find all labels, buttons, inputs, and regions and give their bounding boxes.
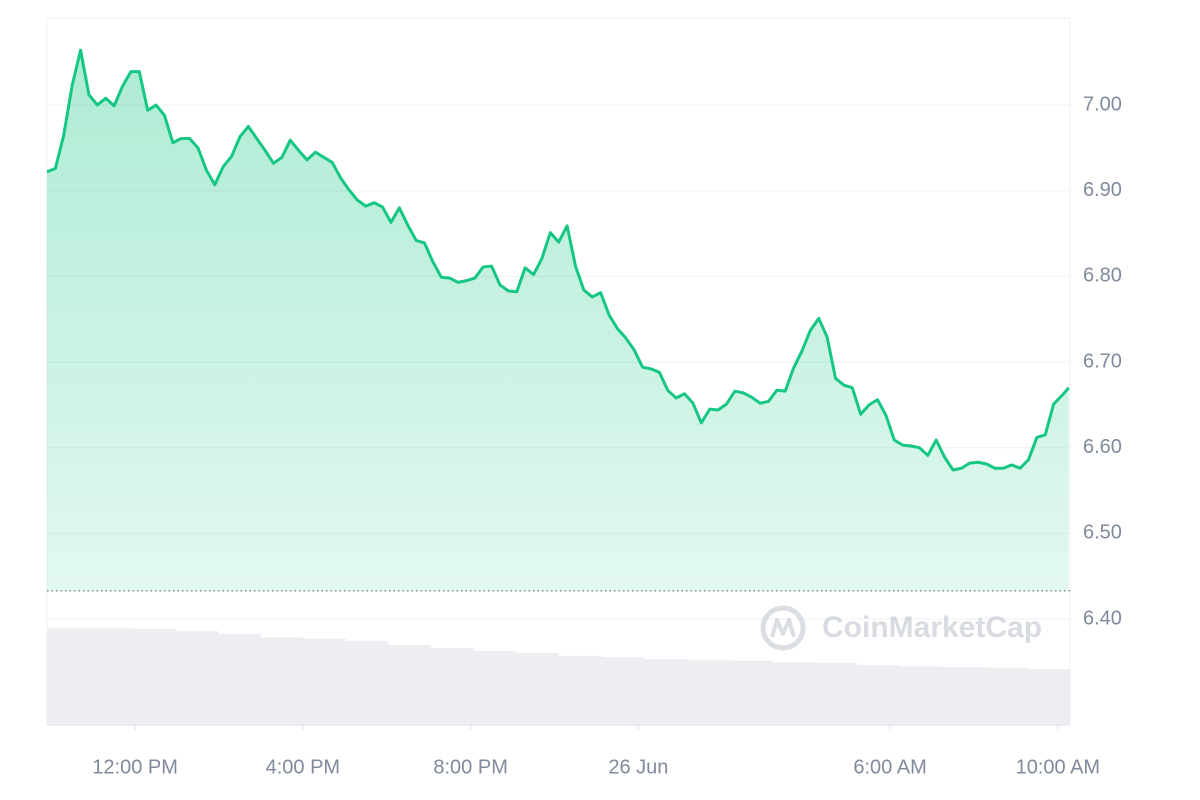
x-tick-label: 4:00 PM xyxy=(266,756,340,778)
volume-bar xyxy=(473,650,517,725)
watermark: CoinMarketCap xyxy=(822,611,1042,644)
y-tick-label: 6.60 xyxy=(1083,436,1122,458)
volume-bar xyxy=(388,645,432,725)
x-tick-label: 6:00 AM xyxy=(853,756,926,778)
volume-bar xyxy=(132,628,176,725)
series-layer xyxy=(46,48,1070,592)
volume-bar xyxy=(302,638,346,725)
volume-bar xyxy=(856,664,900,725)
volume-bar xyxy=(984,667,1028,725)
volume-bar xyxy=(430,647,474,725)
x-tick-label: 12:00 PM xyxy=(92,756,178,778)
y-tick-label: 6.40 xyxy=(1083,607,1122,629)
area-fill xyxy=(47,50,1069,591)
y-tick-label: 6.80 xyxy=(1083,265,1122,287)
volume-bar xyxy=(771,662,815,725)
volume-bar xyxy=(47,628,91,725)
volume-bar xyxy=(217,633,261,725)
x-tick-label: 10:00 AM xyxy=(1016,756,1101,778)
volume-layer xyxy=(47,628,1071,725)
volume-bar xyxy=(899,666,943,725)
price-line xyxy=(46,48,1070,472)
x-tick-label: 8:00 PM xyxy=(433,756,507,778)
y-tick-label: 7.00 xyxy=(1083,93,1122,115)
volume-bar xyxy=(345,640,389,725)
volume-bar xyxy=(260,637,304,725)
volume-bar xyxy=(89,628,133,725)
volume-bar xyxy=(515,652,559,725)
watermark-logo xyxy=(760,605,806,651)
volume-bar xyxy=(1027,669,1071,725)
volume-bar xyxy=(601,657,645,725)
volume-bar xyxy=(814,662,858,725)
volume-bar xyxy=(643,659,687,725)
volume-bar xyxy=(686,659,730,725)
y-tick-label: 6.50 xyxy=(1083,522,1122,544)
volume-bar xyxy=(942,667,986,725)
x-tick-label: 26 Jun xyxy=(608,756,668,778)
volume-bar xyxy=(729,660,773,725)
y-tick-label: 6.70 xyxy=(1083,350,1122,372)
y-tick-label: 6.90 xyxy=(1083,179,1122,201)
volume-bar xyxy=(174,630,218,725)
volume-bar xyxy=(558,655,602,725)
